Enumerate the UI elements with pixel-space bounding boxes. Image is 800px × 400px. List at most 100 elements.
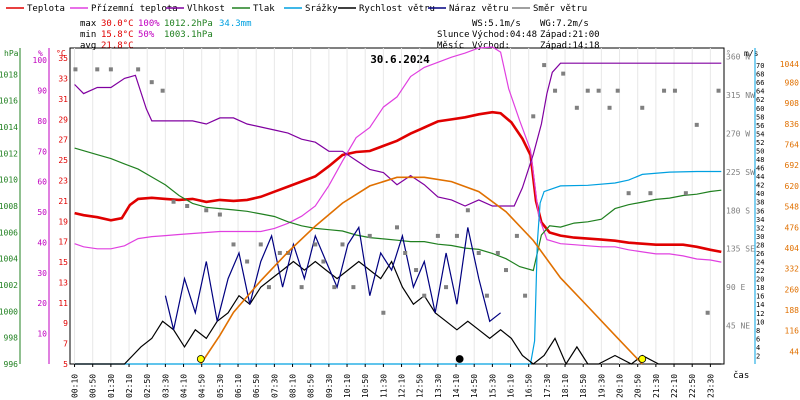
- x-tick-label: 02:50: [143, 374, 152, 398]
- ms-tick-label: 70: [756, 62, 764, 70]
- stats-sunset: Západ:21:00: [540, 30, 600, 40]
- y-tick-label: 31: [58, 95, 68, 104]
- wind-direction-point: [454, 233, 459, 238]
- ms-tick-label: 34: [756, 216, 764, 224]
- stats-max-label: max: [80, 19, 97, 29]
- y-tick-label: 1006: [0, 228, 18, 237]
- legend-label: Přízemní teplota: [91, 4, 178, 14]
- ms-tick-label: 16: [756, 293, 764, 301]
- x-tick-label: 20:10: [616, 374, 625, 398]
- wind-direction-point: [414, 268, 419, 273]
- wind-direction-point: [136, 67, 141, 72]
- y-axis-unit: %: [38, 49, 43, 58]
- x-tick-label: 19:30: [597, 374, 606, 398]
- y-tick-label: 1016: [0, 97, 18, 106]
- ms-tick-label: 42: [756, 182, 764, 190]
- stats-min-label: min: [80, 30, 96, 40]
- wind-direction-point: [258, 242, 263, 247]
- ms-tick-label: 40: [756, 190, 764, 198]
- ms-tick-label: 26: [756, 250, 764, 258]
- wind-direction-point: [340, 242, 345, 247]
- x-tick-label: 18:50: [579, 374, 588, 398]
- wind-direction-point: [553, 88, 558, 93]
- wind-direction-point: [626, 191, 631, 196]
- x-tick-label: 11:30: [379, 374, 388, 398]
- y-tick-label: 13: [58, 278, 68, 287]
- stats-moonrise: Východ:: [472, 41, 510, 51]
- dir-tick-label: 135 SE: [726, 245, 755, 254]
- y-tick-label: 7: [63, 340, 68, 349]
- legend-label: Směr větru: [533, 4, 587, 14]
- wind-direction-point: [484, 293, 489, 298]
- y-tick-label: 1012: [0, 149, 18, 158]
- ms-tick-label: 50: [756, 147, 764, 155]
- wind-direction-point: [514, 233, 519, 238]
- x-tick-label: 00:10: [71, 374, 80, 398]
- mm-tick-label: 260: [785, 285, 800, 294]
- ms-tick-label: 28: [756, 241, 764, 249]
- legend-label: Rychlost větru: [359, 4, 435, 14]
- ms-tick-label: 22: [756, 267, 764, 275]
- dir-tick-label: 225 SW: [726, 168, 755, 177]
- y-tick-label: 33: [58, 75, 68, 84]
- y-axis-unit: °C: [56, 49, 66, 58]
- wind-direction-point: [171, 199, 176, 204]
- wind-direction-point: [640, 105, 645, 110]
- legend-label: Teplota: [27, 4, 65, 14]
- y-tick-label: 20: [37, 299, 47, 308]
- x-axis-ticks: 00:10 00:50 01:30 02:10 02:50 03:30 04:10 04:50…: [71, 364, 715, 398]
- mm-tick-label: 620: [785, 182, 800, 191]
- y-tick-label: 25: [58, 156, 68, 165]
- x-tick-label: 10:50: [361, 374, 370, 398]
- x-tick-label: 05:30: [216, 374, 225, 398]
- stats-min-press: 1003.1hPa: [164, 30, 213, 40]
- stats-max-press: 1012.2hPa: [164, 19, 213, 29]
- moonset-marker: [455, 355, 464, 363]
- wind-direction-point: [531, 114, 536, 119]
- ms-tick-label: 10: [756, 318, 764, 326]
- wind-direction-point: [607, 105, 612, 110]
- chart-title: 30.6.2024: [370, 53, 430, 66]
- wind-direction-point: [321, 259, 326, 264]
- y-tick-label: 1004: [0, 255, 18, 264]
- y-tick-label: 9: [63, 319, 68, 328]
- series-line: [74, 110, 722, 254]
- wind-direction-point: [266, 285, 271, 290]
- wind-direction-point: [149, 80, 154, 85]
- x-tick-label: 12:10: [398, 374, 407, 398]
- stats-ws: WS:5.1m/s: [472, 19, 521, 29]
- stats-sunrise: Východ:04:48: [472, 30, 537, 40]
- chart-legend: Teplota Přízemní teplota Vlhkost Tlak Srážky…: [6, 4, 587, 14]
- mm-tick-label: 548: [785, 203, 800, 212]
- ms-tick-label: 32: [756, 224, 764, 232]
- x-tick-label: 23:30: [706, 374, 715, 398]
- series-line: [74, 46, 722, 263]
- wind-direction-point: [694, 122, 699, 127]
- y-tick-label: 90: [37, 87, 47, 96]
- x-tick-label: 13:30: [434, 374, 443, 398]
- y-tick-label: 1008: [0, 202, 18, 211]
- wind-direction-point: [231, 242, 236, 247]
- mm-tick-label: 692: [785, 161, 800, 170]
- x-axis-label: čas: [733, 370, 749, 381]
- x-tick-label: 00:50: [89, 374, 98, 398]
- mm-tick-label: 332: [785, 265, 800, 274]
- wind-direction-point: [705, 310, 710, 315]
- ms-tick-label: 66: [756, 79, 764, 87]
- mm-tick-label: 1044: [780, 60, 799, 69]
- stats-max-hum: 100%: [138, 19, 160, 29]
- wind-direction-point: [615, 88, 620, 93]
- wind-direction-point: [444, 285, 449, 290]
- stats-max-temp: 30.0°C: [101, 19, 134, 29]
- ms-tick-label: 46: [756, 165, 764, 173]
- dir-tick-label: 90 E: [726, 283, 745, 292]
- mm-tick-label: 44: [789, 347, 799, 356]
- x-tick-label: 17:30: [543, 374, 552, 398]
- stats-avg-temp: 21.8°C: [101, 41, 134, 51]
- stats-moonset: Západ:14:18: [540, 41, 600, 51]
- ms-tick-label: 18: [756, 284, 764, 292]
- ms-tick-label: 8: [756, 327, 760, 335]
- y-tick-label: 1018: [0, 70, 18, 79]
- mm-tick-label: 980: [785, 78, 800, 87]
- ms-tick-label: 58: [756, 113, 764, 121]
